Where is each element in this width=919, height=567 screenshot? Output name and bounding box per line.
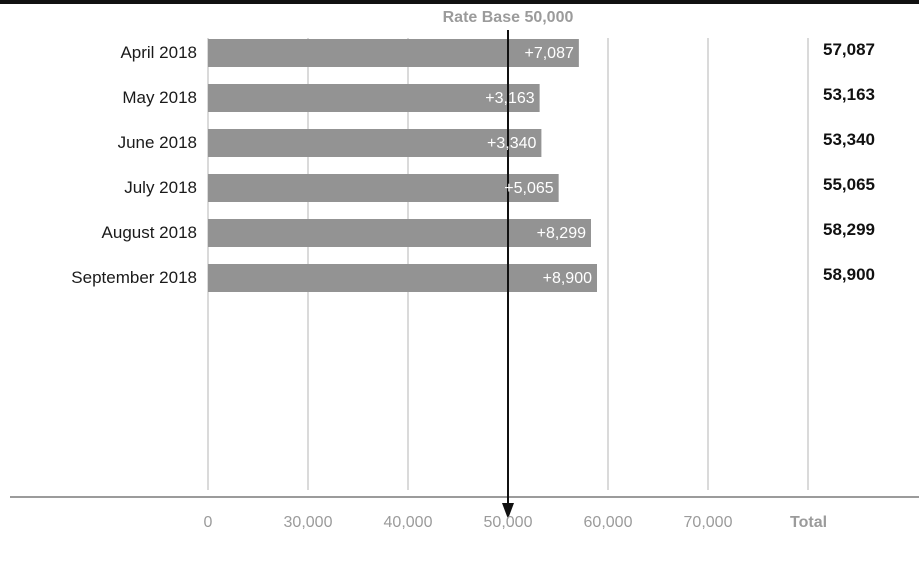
bar-change-label: +3,340 [487, 135, 537, 152]
bar-change-label: +5,065 [504, 180, 554, 197]
category-label: April 2018 [120, 43, 197, 62]
category-label: July 2018 [124, 178, 197, 197]
top-rule [0, 0, 919, 4]
bar-change-label: +7,087 [524, 45, 574, 62]
bar-change-label: +8,299 [536, 225, 586, 242]
bar [208, 174, 559, 202]
x-tick-label: 70,000 [683, 514, 733, 531]
x-tick-label: 60,000 [583, 514, 633, 531]
total-column-header: Total [790, 514, 828, 531]
total-value: 53,340 [823, 130, 875, 149]
total-value: 53,163 [823, 85, 875, 104]
bar [208, 264, 597, 292]
bar-change-label: +8,900 [542, 270, 592, 287]
category-label: September 2018 [71, 268, 197, 287]
category-label: June 2018 [117, 133, 197, 152]
bar-change-label: +3,163 [485, 90, 535, 107]
bar [208, 84, 540, 112]
x-tick-label: 30,000 [283, 514, 333, 531]
total-value: 58,299 [823, 220, 875, 239]
category-label: August 2018 [101, 223, 197, 242]
bar [208, 129, 542, 157]
reference-arrowhead [502, 503, 514, 519]
x-tick-label: 50,000 [483, 514, 533, 531]
bar [208, 219, 591, 247]
total-value: 57,087 [823, 40, 875, 59]
x-tick-label: 40,000 [383, 514, 433, 531]
x-tick-label: 0 [203, 514, 213, 531]
bar [208, 39, 579, 67]
reference-label: Rate Base 50,000 [442, 9, 574, 26]
category-label: May 2018 [122, 88, 197, 107]
total-value: 58,900 [823, 265, 875, 284]
total-value: 55,065 [823, 175, 875, 194]
